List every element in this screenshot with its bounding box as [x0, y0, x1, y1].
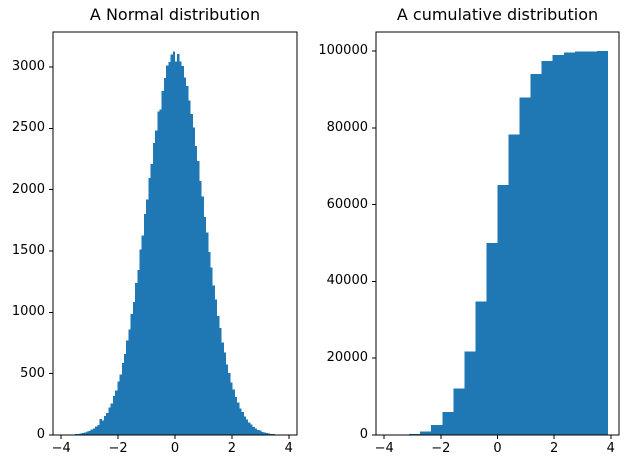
y-tick-label: 2000 [11, 181, 45, 197]
cumulative-histogram-plot [372, 31, 620, 439]
normal-histogram-plot [49, 31, 298, 439]
right-chart-title: A cumulative distribution [396, 5, 599, 24]
y-tick-label: 60000 [326, 196, 368, 212]
x-tick-label: −4 [51, 441, 71, 456]
y-tick-label: 1500 [11, 242, 45, 258]
x-tick-label: −2 [431, 441, 451, 456]
y-tick-label: 100000 [318, 43, 368, 59]
y-tick-label: 40000 [326, 273, 368, 289]
left-chart-title: A Normal distribution [89, 5, 261, 24]
x-tick-label: 2 [550, 441, 559, 456]
x-tick-label: 4 [284, 441, 293, 456]
y-tick-label: 2500 [11, 120, 45, 136]
y-tick-label: 3000 [11, 58, 45, 74]
x-tick-label: 4 [606, 441, 615, 456]
x-tick-label: 2 [227, 441, 237, 456]
y-tick-label: 0 [36, 427, 45, 442]
histogram-bars [64, 51, 286, 435]
y-tick-label: 0 [359, 427, 368, 442]
y-tick-label: 1000 [11, 304, 45, 320]
y-tick-label: 20000 [326, 350, 368, 366]
y-tick-label: 80000 [326, 119, 368, 135]
x-tick-label: 0 [493, 441, 502, 456]
histogram-bars [387, 51, 608, 435]
x-tick-label: −4 [374, 441, 394, 456]
y-tick-label: 500 [20, 365, 45, 381]
x-tick-label: −2 [108, 441, 128, 456]
x-tick-label: 0 [170, 441, 180, 456]
